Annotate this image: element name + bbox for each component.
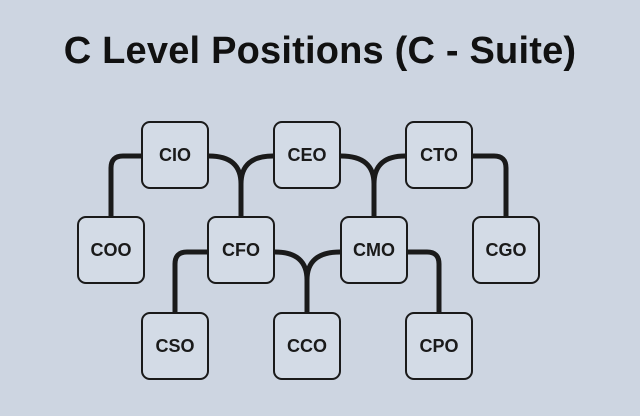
node-cpo: CPO: [405, 312, 473, 380]
connector-cso-cfo: [172, 249, 207, 312]
connector-cto-cgo: [473, 153, 509, 216]
node-label: CFO: [222, 239, 260, 260]
connector-coo-cio: [108, 153, 141, 216]
node-label: CPO: [419, 335, 459, 356]
node-label: CSO: [155, 335, 195, 356]
node-cco: CCO: [273, 312, 341, 380]
connector-cio-cfo-ceo: [208, 153, 274, 187]
connector-cmo-cpo: [408, 249, 442, 312]
node-label: CMO: [353, 239, 395, 260]
node-label: CEO: [287, 144, 327, 165]
node-cmo: CMO: [340, 216, 408, 284]
node-cgo: CGO: [472, 216, 540, 284]
node-cio: CIO: [141, 121, 209, 189]
diagram-title: C Level Positions (C - Suite): [63, 30, 577, 72]
node-coo: COO: [77, 216, 145, 284]
connector-ceo-cmo-cto: [340, 153, 406, 187]
node-cso: CSO: [141, 312, 209, 380]
node-cfo: CFO: [207, 216, 275, 284]
node-label: CIO: [158, 144, 191, 165]
node-label: CCO: [287, 335, 327, 356]
node-label: COO: [90, 239, 132, 260]
node-label: CGO: [485, 239, 527, 260]
connector-cfo-cco-cmo: [274, 249, 341, 283]
node-ceo: CEO: [273, 121, 341, 189]
node-cto: CTO: [405, 121, 473, 189]
node-label: CTO: [420, 144, 458, 165]
